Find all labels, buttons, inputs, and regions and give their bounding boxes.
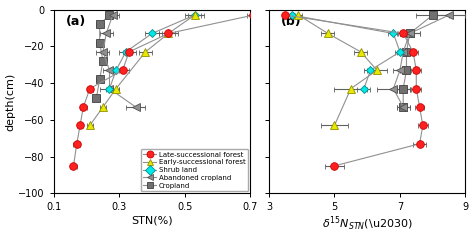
Y-axis label: depth(cm): depth(cm): [6, 72, 16, 131]
Text: (b): (b): [281, 15, 301, 28]
X-axis label: STN(%): STN(%): [131, 215, 173, 225]
Text: (a): (a): [65, 15, 86, 28]
Legend: Late-successional forest, Early-successional forest, Shrub land, Abandoned cropl: Late-successional forest, Early-successi…: [141, 149, 248, 191]
X-axis label: $\delta^{15}N_{STN}$(\u2030): $\delta^{15}N_{STN}$(\u2030): [322, 215, 412, 234]
